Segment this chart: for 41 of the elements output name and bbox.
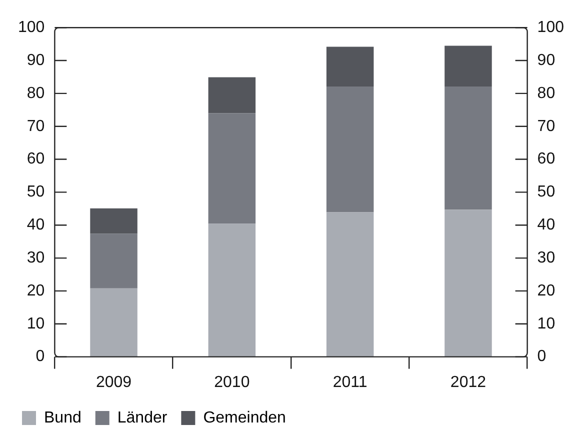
bar	[208, 224, 256, 357]
y-tick-label: 90	[26, 52, 45, 69]
y-tick-label: 30	[26, 249, 45, 266]
y2-tick-label: 40	[537, 216, 556, 234]
bar	[90, 288, 138, 357]
y2-tick-label: 80	[537, 84, 556, 102]
y-tick-label: 80	[26, 84, 45, 102]
bar	[326, 46, 374, 87]
y-tick-label: 70	[26, 118, 45, 135]
bar	[326, 212, 374, 357]
y2-tick-label: 70	[537, 118, 556, 135]
y-tick-label: 20	[26, 282, 45, 300]
legend-label: Gemeinden	[203, 409, 286, 426]
x-tick-label: 2009	[96, 374, 132, 391]
x-tick-label: 2011	[332, 374, 368, 391]
bar	[90, 234, 138, 288]
legend-label: Bund	[44, 409, 82, 426]
bar	[326, 86, 374, 212]
bar	[444, 86, 492, 210]
y-tick-label: 0	[36, 348, 45, 366]
y2-tick-label: 90	[537, 52, 556, 69]
y2-tick-label: 50	[537, 184, 556, 201]
y-tick-label: 50	[26, 184, 45, 201]
y2-tick-label: 10	[537, 315, 556, 332]
y-tick-label: 100	[18, 19, 45, 36]
y2-tick-label: 30	[537, 249, 556, 266]
y2-tick-label: 20	[537, 282, 556, 300]
y-tick-label: 40	[26, 216, 45, 234]
y-tick-label: 10	[26, 315, 45, 332]
x-tick-label: 2010	[214, 374, 250, 391]
y2-tick-label: 60	[537, 150, 556, 168]
bar	[444, 46, 492, 87]
legend-label: Länder	[117, 409, 168, 426]
bar	[90, 208, 138, 234]
bar	[444, 210, 492, 357]
bar	[208, 113, 256, 224]
x-tick-label: 2012	[450, 374, 486, 391]
y2-tick-label: 0	[537, 348, 546, 366]
y-tick-label: 60	[26, 150, 45, 168]
bar	[208, 77, 256, 114]
y2-tick-label: 100	[537, 19, 564, 36]
